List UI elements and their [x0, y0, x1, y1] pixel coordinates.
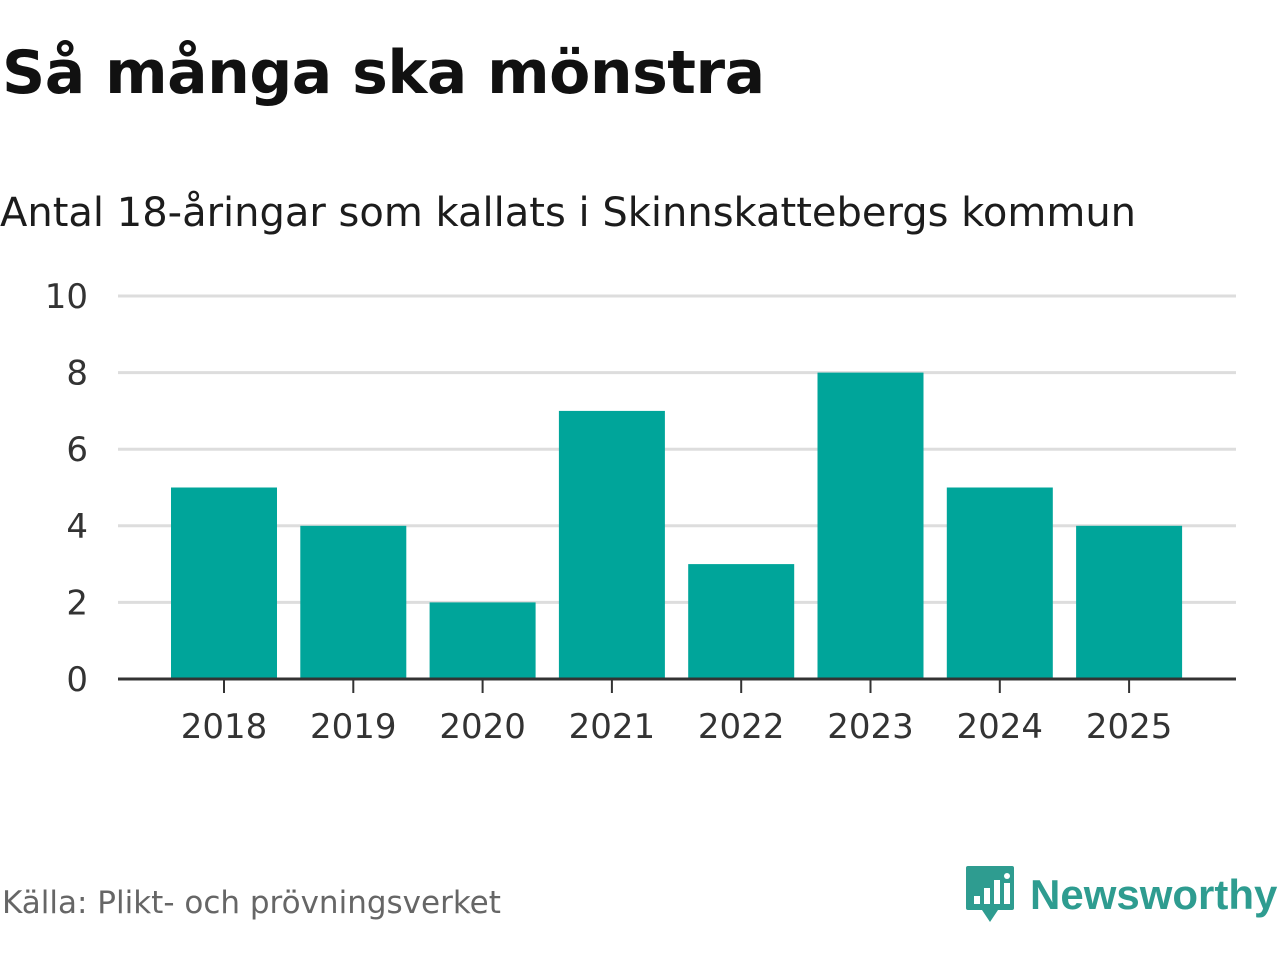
x-tick-label: 2023 — [827, 707, 914, 747]
y-tick-label: 8 — [66, 354, 88, 394]
chart-title: Så många ska mönstra — [2, 38, 765, 108]
y-tick-label: 0 — [66, 660, 88, 700]
x-tick-label: 2020 — [439, 707, 526, 747]
newsworthy-logo-icon — [966, 866, 1014, 922]
chart-subtitle: Antal 18-åringar som kallats i Skinnskat… — [0, 190, 1137, 236]
x-tick-label: 2018 — [181, 707, 268, 747]
bar-2018 — [171, 487, 277, 679]
source-note: Källa: Plikt- och prövningsverket — [2, 885, 501, 921]
x-tick-label: 2024 — [957, 707, 1044, 747]
bar-2019 — [300, 525, 407, 679]
bar-2025 — [1076, 525, 1183, 679]
y-tick-label: 10 — [45, 277, 88, 317]
x-tick-label: 2022 — [698, 707, 785, 747]
bar-2021 — [558, 410, 665, 679]
x-tick-label: 2021 — [569, 707, 656, 747]
y-tick-label: 2 — [66, 583, 88, 623]
brand-logo: Newsworthy — [964, 864, 1277, 926]
x-tick-label: 2025 — [1086, 707, 1173, 747]
y-tick-label: 6 — [66, 430, 88, 470]
bar-2022 — [688, 564, 795, 679]
bar-2023 — [817, 372, 924, 679]
brand-name: Newsworthy — [1030, 871, 1278, 918]
bar-2024 — [946, 487, 1053, 679]
bar-2020 — [429, 602, 536, 679]
y-tick-label: 4 — [66, 507, 88, 547]
x-tick-label: 2019 — [310, 707, 397, 747]
